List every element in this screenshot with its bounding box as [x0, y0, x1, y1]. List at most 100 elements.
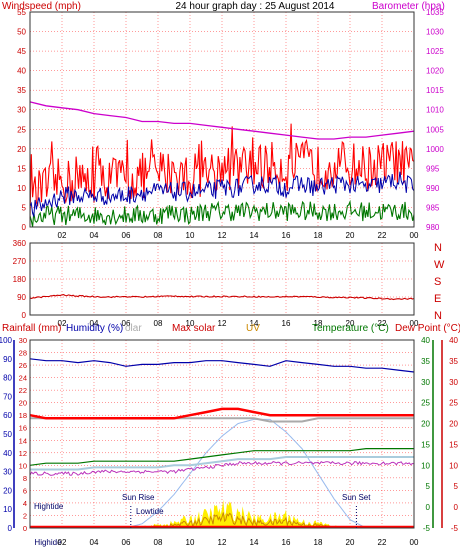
- rainfall-y-tick: 26: [19, 361, 27, 370]
- temperature-line: [29, 448, 414, 466]
- rainfall-y-tick: 2: [23, 511, 27, 520]
- temperature-y-tick: 15: [421, 440, 430, 449]
- panel1-x-tick: 12: [218, 231, 227, 240]
- rainfall-y-tick: 16: [19, 424, 27, 433]
- rainfall-y-tick: 28: [19, 349, 27, 358]
- humidity-y-tick: 10: [3, 505, 12, 514]
- panel2-x-tick: 06: [122, 319, 131, 328]
- chart-title: 24 hour graph day : 25 August 2014: [175, 1, 334, 12]
- barometer-y-tick: 1000: [426, 145, 444, 154]
- barometer-y-tick: 1025: [426, 47, 444, 56]
- dew-point-axis-label: Dew Point (°C): [395, 323, 460, 334]
- wind-series-2-line: [29, 199, 415, 228]
- humidity-y-tick: 40: [3, 449, 12, 458]
- panel1-x-tick: 08: [154, 231, 163, 240]
- windspeed-y-tick: 35: [17, 86, 26, 95]
- panel2-x-tick: 18: [314, 319, 323, 328]
- panel1-x-tick: 00: [410, 231, 419, 240]
- barometer-y-tick: 985: [426, 203, 440, 212]
- panel3-x-tick: 02: [58, 538, 67, 547]
- panel3-x-tick: Highide: [34, 538, 62, 547]
- wind-direction-line: [29, 294, 415, 301]
- panel3-x-tick: 12: [218, 538, 227, 547]
- rainfall-y-tick: 0: [23, 524, 27, 533]
- panel3-x-tick: 20: [346, 538, 355, 547]
- temperature-y-tick: 20: [421, 420, 430, 429]
- max-solar-line: [29, 407, 414, 420]
- humidity-y-tick: 20: [3, 486, 12, 495]
- dew-point-y-tick: 5: [454, 482, 459, 491]
- humidity-y-tick: 0: [8, 524, 13, 533]
- rainfall-y-tick: 22: [19, 386, 27, 395]
- windspeed-y-tick: 30: [17, 106, 26, 115]
- panel3-x-tick: 08: [154, 538, 163, 547]
- panel2-x-tick: 08: [154, 319, 163, 328]
- barometer-axis-label: Barometer (hpa): [372, 1, 445, 12]
- lowtide-annotation: Lowtide: [136, 507, 164, 516]
- sunrise-annotation: Sun Rise: [122, 493, 155, 502]
- windspeed-y-tick: 5: [22, 203, 27, 212]
- sunset-annotation: Sun Set: [342, 493, 371, 502]
- panel3-x-tick: 18: [314, 538, 323, 547]
- direction-y-tick: 0: [22, 311, 27, 320]
- rainfall-y-tick: 24: [19, 374, 27, 383]
- humidity-line: [29, 358, 415, 373]
- dew-point-y-tick: 20: [449, 420, 458, 429]
- panel1-x-tick: 16: [282, 231, 291, 240]
- wind-series-1-line: [29, 171, 415, 217]
- panel2-x-tick: 14: [250, 319, 259, 328]
- temperature-y-tick: 10: [421, 461, 430, 470]
- humidity-y-tick: 70: [3, 392, 12, 401]
- rainfall-y-tick: 10: [19, 461, 27, 470]
- dew-point-y-tick: 0: [454, 503, 459, 512]
- temperature-y-tick: 25: [421, 399, 430, 408]
- barometer-y-tick: 1030: [426, 28, 444, 37]
- barometer-y-tick: 1010: [426, 106, 444, 115]
- panel1-x-tick: 02: [58, 231, 67, 240]
- feels-like-line: [30, 456, 414, 471]
- direction-y-tick: 360: [13, 239, 27, 248]
- dew-point-line: [29, 460, 415, 476]
- panel2-x-tick: 16: [282, 319, 291, 328]
- dew-point-y-tick: 30: [449, 378, 458, 387]
- windspeed-y-tick: 45: [17, 47, 26, 56]
- rainfall-y-tick: 14: [19, 436, 27, 445]
- rainfall-y-tick: 8: [23, 474, 27, 483]
- panel3-x-tick: 06: [122, 538, 131, 547]
- panel1-x-tick: 10: [186, 231, 195, 240]
- barometer-y-tick: 990: [426, 184, 440, 193]
- temperature-y-tick: 5: [426, 482, 431, 491]
- windspeed-y-tick: 50: [17, 28, 26, 37]
- wind-series-0-line: [29, 123, 415, 219]
- panel3-x-tick: 14: [250, 538, 259, 547]
- windspeed-axis-label: Windspeed (mph): [2, 1, 81, 12]
- windspeed-y-tick: 25: [17, 125, 26, 134]
- temperature-y-tick: 35: [421, 357, 430, 366]
- humidity-y-tick: 90: [3, 355, 12, 364]
- humidity-y-tick: 80: [3, 374, 12, 383]
- compass-label: S: [434, 276, 441, 288]
- barometer-y-tick: 980: [426, 223, 440, 232]
- sunshine-area: [30, 499, 414, 528]
- humidity-y-tick: 60: [3, 411, 12, 420]
- humidity-y-tick: 100: [0, 336, 13, 345]
- panel2-x-tick: 04: [90, 319, 99, 328]
- windspeed-y-tick: 15: [17, 164, 26, 173]
- humidity-axis-label: Humidity (%): [66, 323, 123, 334]
- panel1-x-tick: 18: [314, 231, 323, 240]
- barometer-y-tick: 1015: [426, 86, 444, 95]
- panel3-x-tick: 16: [282, 538, 291, 547]
- dew-point-y-tick: 15: [449, 440, 458, 449]
- panel2-frame: [29, 242, 415, 316]
- rainfall-y-tick: 18: [19, 411, 27, 420]
- temperature-axis-label: Temperature (°C): [312, 323, 389, 334]
- rainfall-y-tick: 4: [23, 499, 27, 508]
- compass-label: W: [434, 259, 445, 271]
- windspeed-y-tick: 0: [22, 223, 27, 232]
- barometer-y-tick: 1020: [426, 67, 444, 76]
- dew-point-y-tick: 35: [449, 357, 458, 366]
- panel3-x-tick: 04: [90, 538, 99, 547]
- dew-point-y-tick: 25: [449, 399, 458, 408]
- compass-label: N: [434, 242, 442, 254]
